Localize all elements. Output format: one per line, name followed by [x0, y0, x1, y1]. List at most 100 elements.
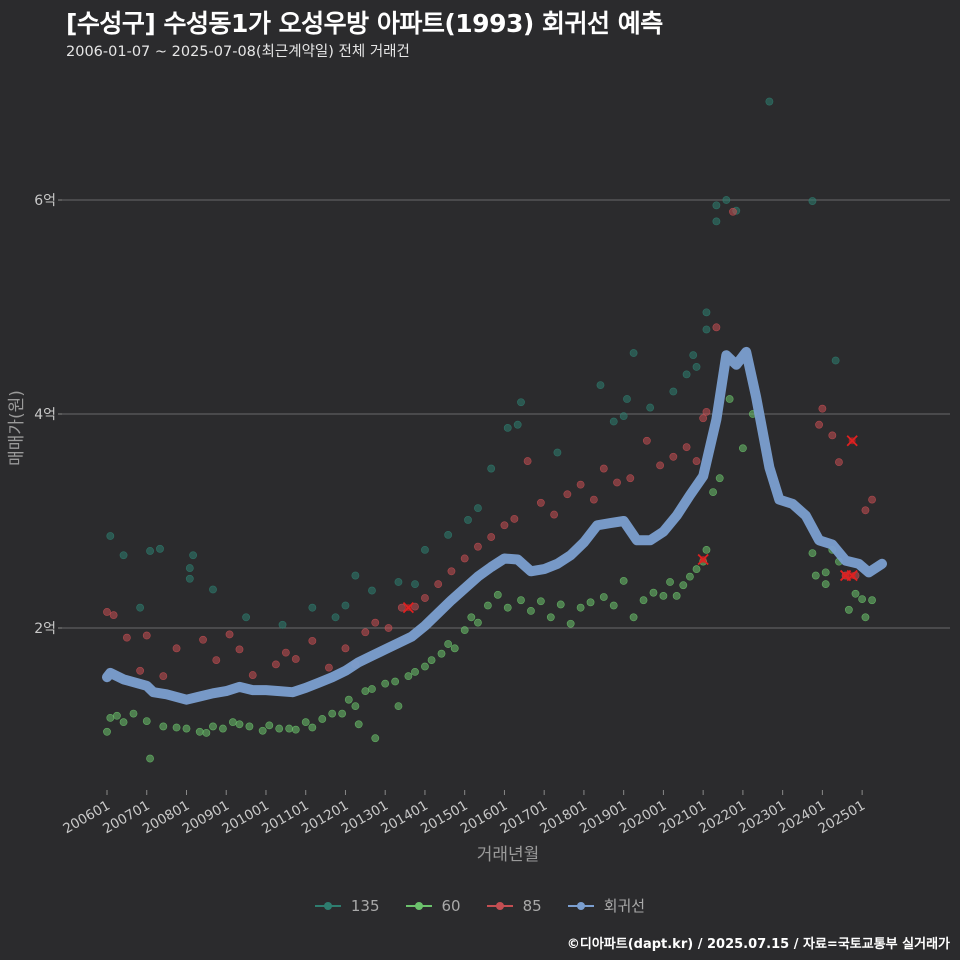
- data-point-85: [550, 510, 559, 519]
- data-point-135: [368, 586, 376, 595]
- data-point-60: [245, 722, 254, 731]
- data-point-60: [182, 724, 191, 733]
- data-point-60: [811, 571, 820, 580]
- data-point-85: [281, 648, 290, 657]
- data-point-60: [686, 572, 694, 581]
- data-point-85: [729, 207, 737, 216]
- data-point-60: [599, 593, 608, 601]
- data-point-85: [599, 464, 608, 473]
- data-point-135: [119, 551, 128, 560]
- data-point-135: [609, 417, 618, 426]
- data-point-135: [722, 196, 731, 204]
- data-point-85: [563, 490, 572, 499]
- data-point-60: [437, 649, 446, 658]
- data-point-85: [699, 414, 708, 423]
- data-point-85: [341, 644, 350, 653]
- data-point-85: [212, 656, 221, 664]
- data-point-135: [629, 349, 638, 357]
- data-point-60: [556, 600, 565, 609]
- data-point-85: [828, 431, 837, 440]
- data-point-60: [609, 601, 618, 610]
- data-point-135: [646, 403, 655, 412]
- data-point-60: [503, 603, 512, 612]
- data-point-60: [546, 613, 555, 622]
- data-point-85: [447, 567, 456, 576]
- data-point-60: [868, 596, 876, 605]
- data-point-85: [371, 618, 380, 627]
- legend-key-regression: [567, 899, 594, 913]
- data-point-135: [513, 420, 522, 429]
- data-point-135: [106, 532, 115, 540]
- data-point-135: [278, 620, 287, 629]
- data-point-60: [308, 723, 317, 732]
- data-point-135: [156, 544, 164, 553]
- legend-label-60: 60: [441, 896, 461, 915]
- data-point-135: [702, 325, 711, 334]
- legend-item-135: 135: [314, 895, 380, 916]
- data-point-135: [411, 580, 419, 589]
- data-point-135: [692, 363, 701, 371]
- legend-key-135: [314, 899, 341, 913]
- data-point-135: [765, 97, 774, 106]
- data-point-60: [275, 724, 284, 733]
- data-point-135: [351, 571, 360, 580]
- data-point-60: [404, 672, 413, 681]
- chart-legend: 135 60 85 회귀선: [0, 895, 960, 916]
- data-point-60: [172, 723, 181, 732]
- data-point-60: [318, 715, 327, 723]
- data-point-85: [136, 666, 145, 675]
- flagged-point-cross: [846, 435, 858, 447]
- data-point-85: [669, 452, 678, 461]
- data-point-135: [464, 516, 472, 524]
- data-point-85: [308, 636, 317, 645]
- data-point-60: [679, 581, 688, 590]
- data-point-85: [361, 628, 370, 637]
- data-point-85: [384, 624, 393, 632]
- data-point-60: [381, 679, 390, 688]
- data-point-60: [235, 720, 244, 729]
- legend-label-regression: 회귀선: [603, 897, 646, 915]
- data-point-135: [712, 217, 721, 226]
- data-point-60: [821, 580, 830, 589]
- data-point-60: [460, 626, 469, 635]
- data-point-60: [467, 613, 476, 622]
- data-point-60: [146, 754, 154, 763]
- data-point-60: [195, 727, 204, 736]
- data-point-135: [209, 585, 217, 594]
- data-point-60: [129, 709, 138, 718]
- data-point-85: [460, 554, 469, 563]
- data-point-85: [510, 514, 519, 523]
- data-point-135: [185, 574, 194, 583]
- data-point-85: [613, 478, 621, 487]
- data-point-60: [639, 596, 648, 605]
- data-point-60: [338, 709, 347, 718]
- data-point-60: [493, 590, 502, 599]
- data-point-135: [421, 545, 429, 554]
- data-point-60: [328, 709, 337, 718]
- data-point-60: [517, 596, 525, 605]
- data-point-60: [851, 589, 860, 598]
- data-point-60: [265, 721, 274, 730]
- data-point-85: [272, 660, 280, 669]
- data-point-60: [354, 720, 363, 729]
- data-point-60: [536, 597, 545, 606]
- y-tick-label: 2억: [34, 621, 56, 637]
- data-point-135: [474, 504, 482, 513]
- data-point-85: [815, 420, 823, 429]
- y-tick-label: 6억: [34, 193, 56, 209]
- data-point-60: [450, 644, 459, 653]
- data-point-60: [285, 724, 294, 733]
- data-point-60: [142, 717, 151, 725]
- data-point-85: [576, 480, 585, 489]
- data-point-85: [536, 498, 545, 507]
- data-point-60: [844, 605, 853, 614]
- source-footer: ©디아파트(dapt.kr) / 2025.07.15 / 자료=국토교통부 실…: [566, 937, 950, 952]
- data-point-85: [159, 672, 168, 681]
- data-point-135: [189, 551, 198, 560]
- legend-label-85: 85: [522, 896, 542, 915]
- data-point-85: [421, 594, 429, 602]
- data-point-60: [659, 592, 668, 600]
- data-point-135: [689, 351, 698, 360]
- data-point-60: [159, 722, 168, 731]
- data-point-60: [672, 592, 681, 600]
